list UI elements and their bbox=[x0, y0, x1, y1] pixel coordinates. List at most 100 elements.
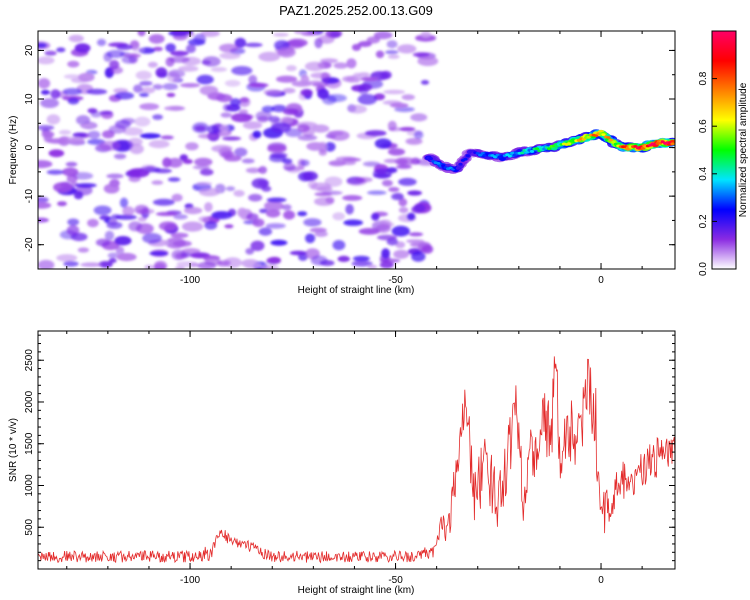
noise-blob bbox=[167, 157, 183, 168]
noise-blob bbox=[283, 108, 299, 116]
noise-blob bbox=[196, 181, 213, 186]
noise-blob bbox=[152, 114, 164, 120]
noise-blob bbox=[395, 164, 412, 169]
noise-blob bbox=[165, 57, 175, 67]
noise-blob bbox=[93, 205, 112, 216]
spectrogram-x-label: Height of straight line (km) bbox=[298, 285, 415, 296]
x-tick-label: -100 bbox=[180, 275, 200, 286]
noise-blob bbox=[282, 87, 296, 94]
noise-blob bbox=[72, 132, 87, 138]
noise-blob bbox=[264, 201, 284, 211]
noise-blob bbox=[364, 130, 387, 137]
noise-blob bbox=[366, 36, 381, 44]
noise-blob bbox=[148, 140, 170, 149]
noise-blob bbox=[170, 50, 189, 57]
noise-blob bbox=[289, 250, 307, 256]
noise-blob bbox=[127, 137, 143, 146]
noise-blob bbox=[134, 116, 151, 127]
noise-blob bbox=[75, 183, 97, 188]
noise-blob bbox=[224, 224, 234, 229]
noise-blob bbox=[391, 193, 404, 201]
ridge-mark bbox=[463, 157, 468, 161]
noise-blob bbox=[207, 125, 219, 134]
ridge-mark bbox=[441, 164, 446, 168]
noise-blob bbox=[333, 62, 349, 69]
noise-blob bbox=[221, 150, 235, 158]
ridge-mark bbox=[566, 142, 572, 146]
noise-blob bbox=[410, 113, 428, 122]
noise-blob bbox=[367, 190, 387, 195]
spectrogram-signal-ridge bbox=[422, 129, 675, 174]
noise-blob bbox=[391, 225, 410, 237]
noise-blob bbox=[106, 49, 126, 59]
noise-blob bbox=[119, 197, 129, 208]
y-tick-label: 1000 bbox=[24, 474, 35, 497]
noise-blob bbox=[252, 130, 262, 139]
noise-blob bbox=[99, 215, 111, 220]
noise-blob bbox=[240, 97, 249, 103]
noise-blob bbox=[182, 159, 193, 164]
noise-blob bbox=[158, 221, 178, 231]
noise-blob bbox=[220, 124, 229, 134]
noise-blob bbox=[388, 187, 400, 192]
noise-blob bbox=[360, 76, 379, 82]
noise-blob bbox=[160, 135, 174, 140]
noise-blob bbox=[63, 74, 81, 79]
noise-blob bbox=[46, 138, 67, 144]
noise-blob bbox=[63, 261, 79, 267]
noise-blob bbox=[129, 143, 144, 155]
noise-blob bbox=[409, 242, 426, 247]
noise-blob bbox=[56, 47, 66, 53]
noise-blob bbox=[171, 249, 186, 261]
noise-blob bbox=[308, 80, 323, 86]
noise-blob bbox=[246, 213, 259, 221]
noise-blob bbox=[38, 196, 49, 203]
noise-blob bbox=[421, 244, 434, 254]
noise-blob bbox=[398, 207, 409, 214]
noise-blob bbox=[399, 127, 416, 132]
noise-blob bbox=[200, 31, 220, 37]
snr-y-label: SNR (10 * v/v) bbox=[8, 418, 19, 482]
noise-blob bbox=[371, 213, 380, 221]
noise-blob bbox=[260, 264, 279, 269]
noise-blob bbox=[165, 43, 176, 53]
noise-blob bbox=[417, 56, 439, 66]
x-tick-label: 0 bbox=[598, 275, 604, 286]
noise-blob bbox=[383, 89, 406, 95]
y-tick-label: 2000 bbox=[24, 390, 35, 413]
snr-x-label: Height of straight line (km) bbox=[298, 585, 415, 596]
noise-blob bbox=[302, 171, 318, 181]
colorbar-tick-label: 0.0 bbox=[698, 262, 709, 276]
noise-blob bbox=[148, 34, 165, 44]
noise-blob bbox=[109, 59, 120, 70]
noise-blob bbox=[346, 58, 357, 69]
noise-blob bbox=[265, 223, 286, 229]
ridge-mark bbox=[601, 133, 606, 137]
noise-blob bbox=[192, 165, 211, 170]
noise-blob bbox=[358, 228, 380, 235]
noise-blob bbox=[393, 249, 410, 259]
noise-blob bbox=[245, 167, 261, 174]
colorbar-tick-label: 0.4 bbox=[698, 166, 709, 180]
noise-blob bbox=[420, 80, 430, 85]
spectrogram-noise-blobs bbox=[38, 31, 439, 269]
noise-blob bbox=[67, 97, 80, 105]
spectrogram-y-label: Frequency (Hz) bbox=[8, 116, 19, 185]
noise-blob bbox=[199, 85, 219, 96]
noise-blob bbox=[194, 157, 213, 167]
x-tick-label: -50 bbox=[388, 275, 403, 286]
ridge-mark bbox=[586, 135, 591, 139]
noise-blob bbox=[162, 157, 172, 168]
y-tick-label: 2500 bbox=[24, 349, 35, 372]
noise-blob bbox=[317, 88, 329, 100]
snr-background bbox=[38, 331, 675, 569]
noise-blob bbox=[353, 255, 370, 262]
noise-blob bbox=[50, 89, 61, 99]
y-tick-label: 500 bbox=[24, 518, 35, 535]
noise-blob bbox=[385, 50, 399, 55]
noise-blob bbox=[408, 232, 424, 237]
noise-blob bbox=[287, 38, 308, 47]
colorbar-frame bbox=[711, 30, 737, 270]
noise-blob bbox=[38, 202, 52, 209]
